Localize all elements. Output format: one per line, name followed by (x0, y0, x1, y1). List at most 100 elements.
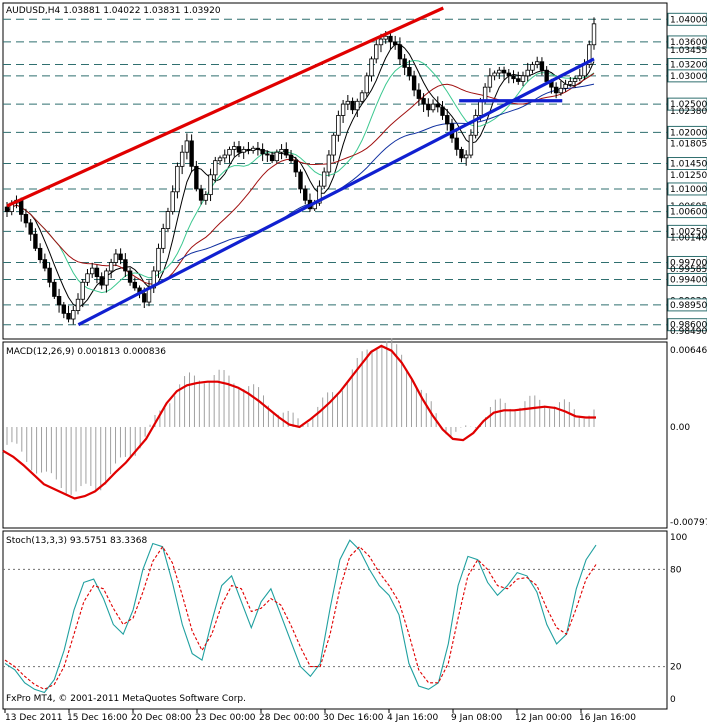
candle-body (511, 75, 516, 80)
candle-body (468, 134, 474, 156)
candle-body (42, 259, 48, 269)
time-tick-label: 28 Dec 00:00 (259, 713, 320, 723)
stoch-header: Stoch(13,3,3) 93.5751 83.3368 (6, 536, 147, 546)
candle-body (66, 312, 71, 320)
candle-body (516, 78, 521, 82)
price-level-box (667, 205, 707, 219)
candle-body (492, 72, 497, 77)
candle-body (246, 148, 251, 151)
stoch-tick-label: 100 (670, 533, 687, 543)
candle-body (85, 273, 90, 283)
moving-averages (6, 43, 595, 308)
candle-body (530, 64, 535, 71)
candle-body (19, 199, 24, 215)
candle-body (170, 191, 175, 212)
candle-body (525, 69, 530, 77)
candle-body (473, 115, 478, 136)
trendline (77, 57, 595, 327)
candle-body (378, 38, 384, 46)
macd-panel-frame (2, 341, 668, 529)
candle-body (217, 157, 223, 162)
candle-body (127, 270, 133, 283)
candle-body (520, 75, 526, 82)
price-tick-label: 0.98950 (670, 301, 707, 311)
candle-body (104, 270, 109, 286)
price-tick-label: 1.01450 (670, 160, 707, 170)
candle-body (345, 100, 351, 105)
price-tick-label: 1.02000 (670, 128, 707, 138)
price-tick-label: 0.99585 (670, 265, 707, 275)
time-axis: 13 Dec 2011 15 Dec 16:00 20 Dec 08:00 23 De… (4, 709, 636, 723)
candle-body (397, 44, 403, 60)
candle-body (402, 58, 407, 68)
time-tick-label: 23 Dec 00:00 (195, 713, 256, 723)
stoch-lines (4, 539, 597, 694)
price-candles (4, 17, 597, 325)
candle-body (383, 35, 388, 40)
candle-body (553, 86, 559, 94)
price-tick-label: 1.01805 (670, 139, 707, 149)
candle-body (232, 146, 237, 150)
price-tick-label: 1.03000 (670, 72, 707, 82)
time-tick-label: 16 Jan 16:00 (579, 713, 636, 723)
candle-body (179, 151, 185, 167)
price-level-box (667, 255, 707, 269)
candle-body (577, 75, 582, 80)
candle-body (506, 72, 511, 77)
macd-axis: 0.00646 0.00 -0.00797 (670, 346, 707, 528)
time-tick-label: 13 Dec 2011 (5, 713, 63, 723)
price-level-box (667, 298, 707, 312)
price-tick-label: 1.03455 (670, 46, 707, 56)
candle-body (459, 148, 464, 159)
candle-body (142, 293, 147, 303)
price-tick-label: 0.99700 (670, 258, 707, 268)
candle-body (156, 247, 161, 272)
stoch-main-line (4, 539, 597, 694)
candle-body (94, 267, 100, 278)
candle-body (369, 58, 374, 77)
candle-body (61, 304, 67, 314)
macd-tick-label: 0.00 (670, 423, 690, 433)
candle-body (587, 44, 592, 65)
candle-body (260, 148, 265, 155)
candle-body (222, 154, 227, 159)
price-level-box (667, 272, 707, 286)
candle-body (23, 214, 29, 224)
stoch-panel-frame (2, 530, 668, 710)
candle-body (355, 100, 360, 111)
trendline (6, 6, 444, 208)
moving-average-line (6, 59, 595, 294)
price-level-box (667, 157, 707, 171)
candle-body (544, 69, 549, 82)
time-tick-label: 9 Jan 08:00 (451, 713, 503, 723)
candle-body (241, 148, 246, 153)
candle-body (269, 154, 275, 162)
macd-tick-label: 0.00646 (670, 346, 707, 356)
candle-body (298, 171, 303, 190)
candle-body (151, 270, 156, 289)
stoch-panel: 100 80 20 0 Stoch(13,3,3) 93.5751 83.3368 F… (2, 530, 687, 710)
candle-body (184, 140, 190, 153)
candle-body (303, 188, 308, 201)
time-tick-label: 12 Jan 00:00 (515, 713, 572, 723)
candle-body (194, 165, 199, 190)
candle-body (123, 259, 128, 272)
price-level-box (667, 125, 707, 139)
candle-body (208, 174, 213, 196)
candle-body (497, 69, 502, 74)
price-tick-label: 1.00250 (670, 227, 707, 237)
candle-body (440, 106, 445, 116)
candle-body (463, 154, 469, 159)
candle-body (572, 78, 578, 82)
candle-body (113, 253, 119, 263)
candle-body (108, 262, 114, 272)
candle-body (340, 103, 346, 116)
candle-body (227, 148, 232, 156)
candle-body (284, 148, 289, 156)
candle-body (236, 146, 242, 153)
candle-body (321, 171, 327, 187)
stoch-levels (3, 568, 667, 668)
candle-body (388, 35, 393, 43)
candle-body (255, 147, 261, 150)
candle-body (487, 75, 493, 88)
